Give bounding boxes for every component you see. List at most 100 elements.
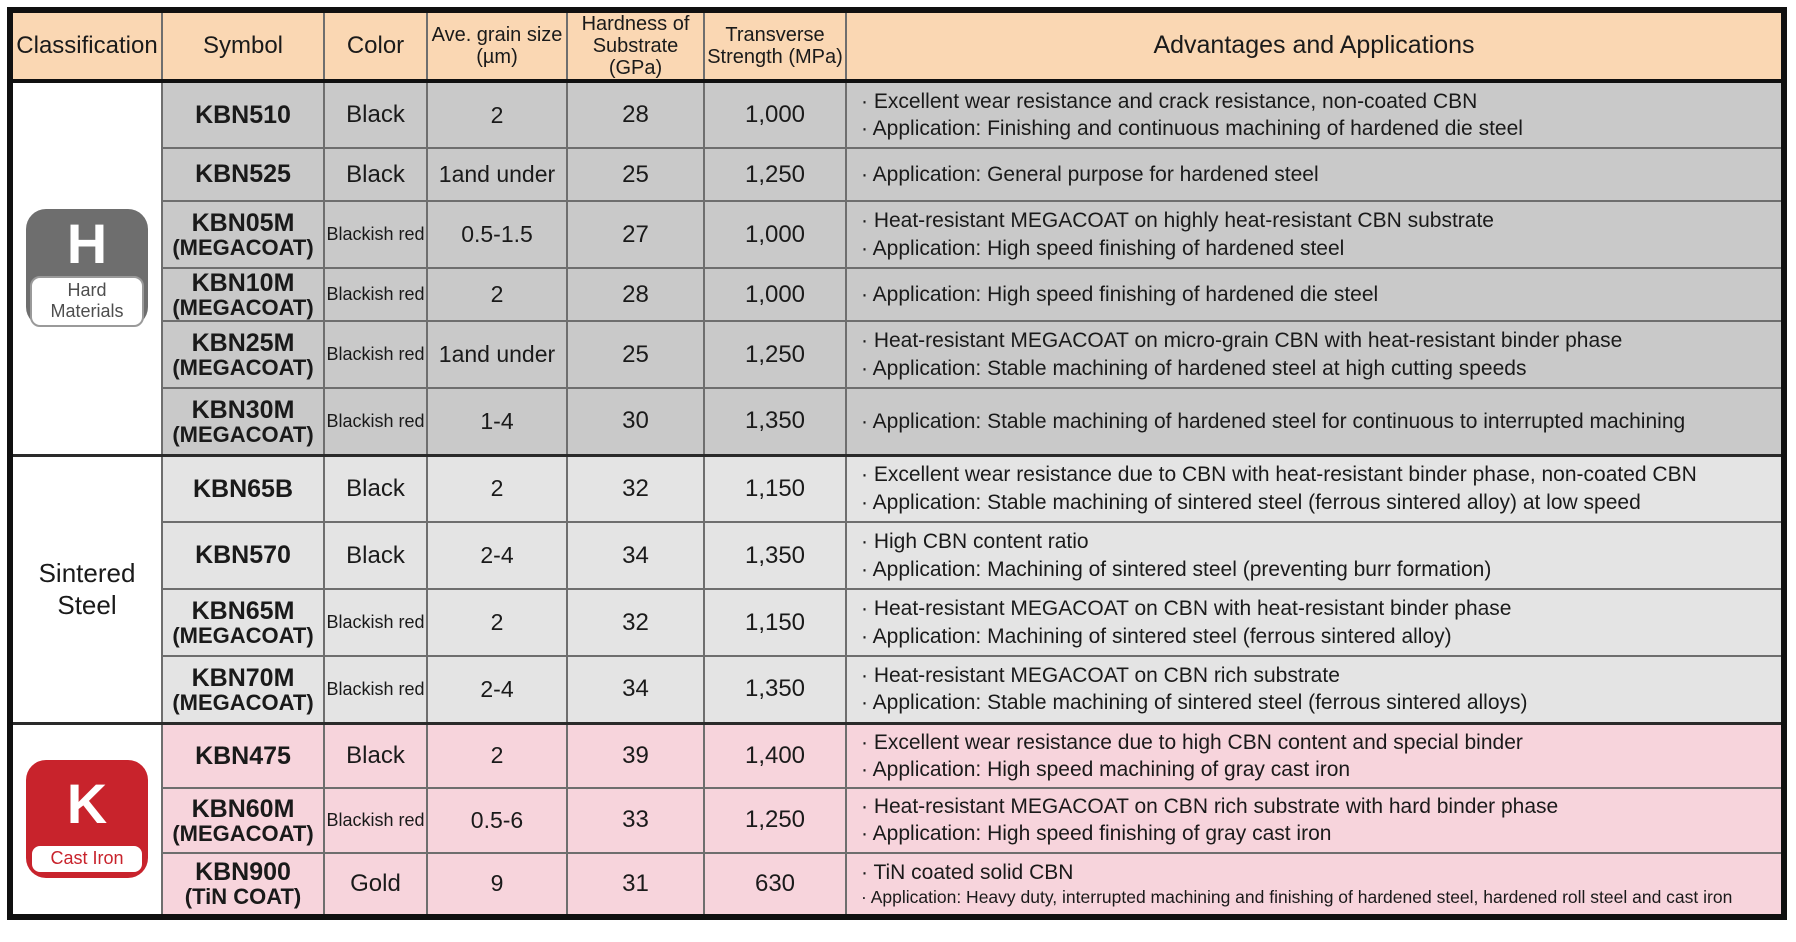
advantages-cell: · High CBN content ratio · Application: … [845,521,1785,590]
strength-cell: 1,400 [703,721,847,790]
table-row: KBN30M (MEGACOAT) Blackish red 1-4 30 1,3… [10,387,1785,456]
col-header-transverse-strength: Transverse Strength (MPa) [703,10,847,83]
table-row: KBN05M (MEGACOAT) Blackish red 0.5-1.5 27… [10,200,1785,269]
table-row: KBN570 Black 2-4 34 1,350 · High CBN con… [10,521,1785,590]
table-row: KBN25M (MEGACOAT) Blackish red 1and under… [10,320,1785,389]
advantage-line: · Application: High speed finishing of h… [861,282,1379,306]
color-cell: Blackish red [323,320,428,389]
strength-cell: 1,250 [703,320,847,389]
symbol-cell: KBN510 [161,79,325,149]
color-cell: Blackish red [323,387,428,456]
advantage-line: · Application: Machining of sintered ste… [861,557,1492,581]
advantages-cell: · Heat-resistant MEGACOAT on CBN rich su… [845,787,1785,854]
table-row: KBN60M (MEGACOAT) Blackish red 0.5-6 33 1… [10,787,1785,854]
color-cell: Blackish red [323,588,428,657]
advantage-line: · Excellent wear resistance due to high … [861,730,1523,754]
advantage-line: · Heat-resistant MEGACOAT on CBN with he… [861,597,1512,621]
badge-label-hard-materials: Hard Materials [30,276,144,327]
hardness-cell: 28 [566,79,705,149]
classification-cell-cast-iron: K Cast Iron [9,721,163,918]
hard-materials-badge: H Hard Materials [26,209,148,328]
advantage-line: · Heat-resistant MEGACOAT on micro-grain… [861,329,1623,353]
symbol-cell: KBN525 [161,147,325,202]
hardness-cell: 32 [566,588,705,657]
advantages-cell: · Excellent wear resistance due to high … [845,721,1785,790]
strength-cell: 1,000 [703,267,847,322]
hardness-cell: 30 [566,387,705,456]
strength-cell: 1,150 [703,588,847,657]
advantages-cell: · Heat-resistant MEGACOAT on micro-grain… [845,320,1785,389]
advantages-cell: · Heat-resistant MEGACOAT on CBN rich su… [845,655,1785,724]
grain-size-cell: 1and under [426,147,568,202]
color-cell: Blackish red [323,200,428,269]
advantage-line: · Application: Machining of sintered ste… [861,624,1452,648]
symbol-cell: KBN10M (MEGACOAT) [161,267,325,322]
strength-cell: 1,150 [703,453,847,523]
color-cell: Blackish red [323,787,428,854]
hardness-cell: 31 [566,851,705,918]
grain-size-cell: 0.5-6 [426,787,568,854]
advantage-line: · Application: Stable machining of harde… [861,409,1686,433]
symbol-cell: KBN30M (MEGACOAT) [161,387,325,456]
advantage-line: · Heat-resistant MEGACOAT on CBN rich su… [861,663,1340,687]
classification-cell-hard-materials: H Hard Materials [9,79,163,456]
color-cell: Black [323,147,428,202]
color-cell: Black [323,453,428,523]
advantages-cell: · TiN coated solid CBN · Application: He… [845,851,1785,918]
advantage-line: · Application: High speed machining of g… [861,757,1351,781]
grain-size-cell: 2 [426,588,568,657]
col-header-symbol: Symbol [161,10,325,83]
grain-size-cell: 1-4 [426,387,568,456]
col-header-color: Color [323,10,428,83]
color-cell: Gold [323,851,428,918]
badge-letter-h: H [66,212,108,276]
advantages-cell: · Heat-resistant MEGACOAT on highly heat… [845,200,1785,269]
strength-cell: 1,000 [703,200,847,269]
advantages-cell: · Application: Stable machining of harde… [845,387,1785,456]
col-header-grain-size: Ave. grain size (µm) [426,10,568,83]
color-cell: Black [323,521,428,590]
strength-cell: 1,250 [703,147,847,202]
symbol-cell: KBN60M (MEGACOAT) [161,787,325,854]
hardness-cell: 34 [566,655,705,724]
hardness-cell: 27 [566,200,705,269]
classification-label-sintered-steel: Sintered Steel [38,557,136,621]
table-row: Sintered Steel KBN65B Black 2 32 1,150 ·… [9,453,1785,724]
cast-iron-badge: K Cast Iron [26,760,148,879]
advantage-line: · Application: Stable machining of sinte… [861,490,1641,514]
grain-size-cell: 0.5-1.5 [426,200,568,269]
symbol-cell: KBN475 [161,721,325,790]
strength-cell: 1,250 [703,787,847,854]
header-row: Classification Symbol Color Ave. grain s… [9,10,1785,83]
table-row: KBN10M (MEGACOAT) Blackish red 2 28 1,000… [10,267,1785,322]
color-cell: Blackish red [323,655,428,724]
table-row: KBN525 Black 1and under 25 1,250 · Appli… [10,147,1785,202]
advantage-line: · Excellent wear resistance and crack re… [861,89,1478,113]
advantages-cell: · Excellent wear resistance and crack re… [845,79,1785,149]
strength-cell: 1,350 [703,387,847,456]
advantages-cell: · Heat-resistant MEGACOAT on CBN with he… [845,588,1785,657]
symbol-cell: KBN65B [161,453,325,523]
hardness-cell: 25 [566,147,705,202]
col-header-classification: Classification [9,10,163,83]
advantage-line: · Heat-resistant MEGACOAT on CBN rich su… [861,795,1559,819]
strength-cell: 1,350 [703,521,847,590]
hardness-cell: 28 [566,267,705,322]
color-cell: Black [323,721,428,790]
grain-size-cell: 2 [426,721,568,790]
symbol-cell: KBN05M (MEGACOAT) [161,200,325,269]
col-header-hardness: Hardness of Substrate (GPa) [566,10,705,83]
hardness-cell: 34 [566,521,705,590]
table-row: KBN65M (MEGACOAT) Blackish red 2 32 1,150… [10,588,1785,657]
symbol-cell: KBN900 (TiN COAT) [161,851,325,918]
advantage-line: · Application: Stable machining of harde… [861,356,1527,380]
hardness-cell: 25 [566,320,705,389]
symbol-cell: KBN25M (MEGACOAT) [161,320,325,389]
advantage-line: · High CBN content ratio [861,530,1089,554]
table-row: K Cast Iron KBN475 Black 2 39 1,400 · Ex… [9,721,1785,918]
hardness-cell: 32 [566,453,705,523]
advantage-line: · TiN coated solid CBN [861,860,1074,884]
classification-cell-sintered-steel: Sintered Steel [9,453,163,724]
badge-label-cast-iron: Cast Iron [30,844,144,875]
advantage-line: · Application: High speed finishing of g… [861,822,1332,846]
